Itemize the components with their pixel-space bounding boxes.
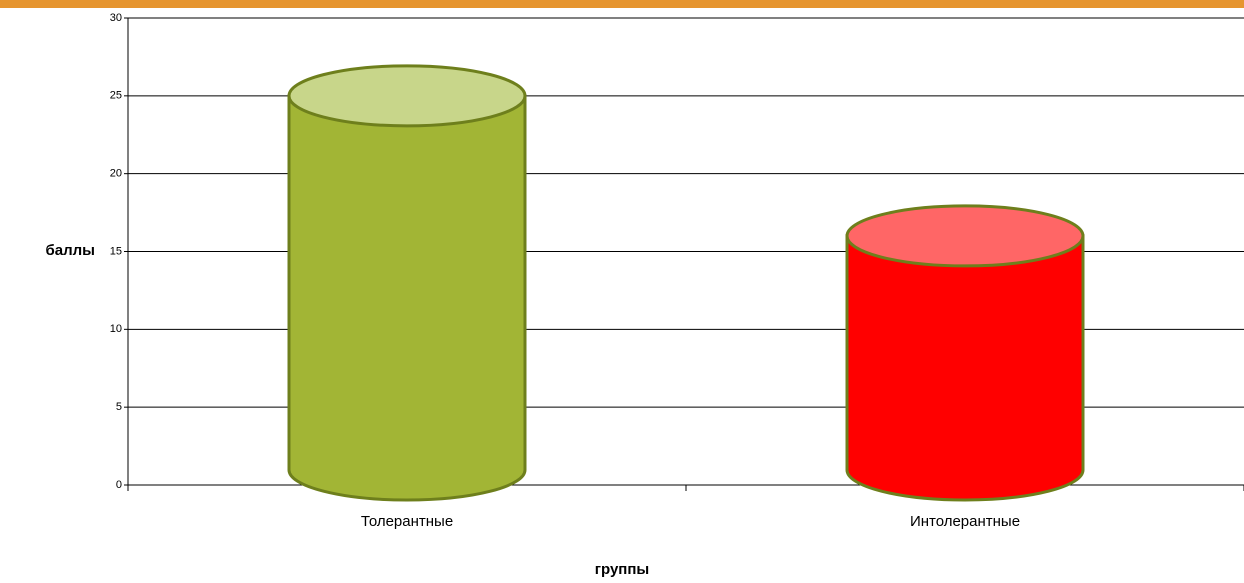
top-band — [0, 0, 1244, 8]
y-tick-label: 20 — [110, 168, 122, 180]
y-tick-label: 5 — [116, 401, 122, 413]
x-tick-label: Толерантные — [361, 513, 453, 530]
y-tick-label: 10 — [110, 323, 122, 335]
cylinder-top — [287, 64, 527, 128]
cylinder-top — [845, 204, 1085, 268]
y-tick-label: 0 — [116, 479, 122, 491]
y-axis-label: баллы — [46, 242, 95, 259]
x-tick-label: Интолерантные — [910, 513, 1020, 530]
x-axis-label: группы — [595, 561, 650, 578]
y-tick-label: 25 — [110, 90, 122, 102]
cylinder-body — [845, 234, 1085, 502]
y-tick-label: 15 — [110, 245, 122, 257]
cylinder-body — [287, 94, 527, 502]
y-tick-label: 30 — [110, 12, 122, 24]
